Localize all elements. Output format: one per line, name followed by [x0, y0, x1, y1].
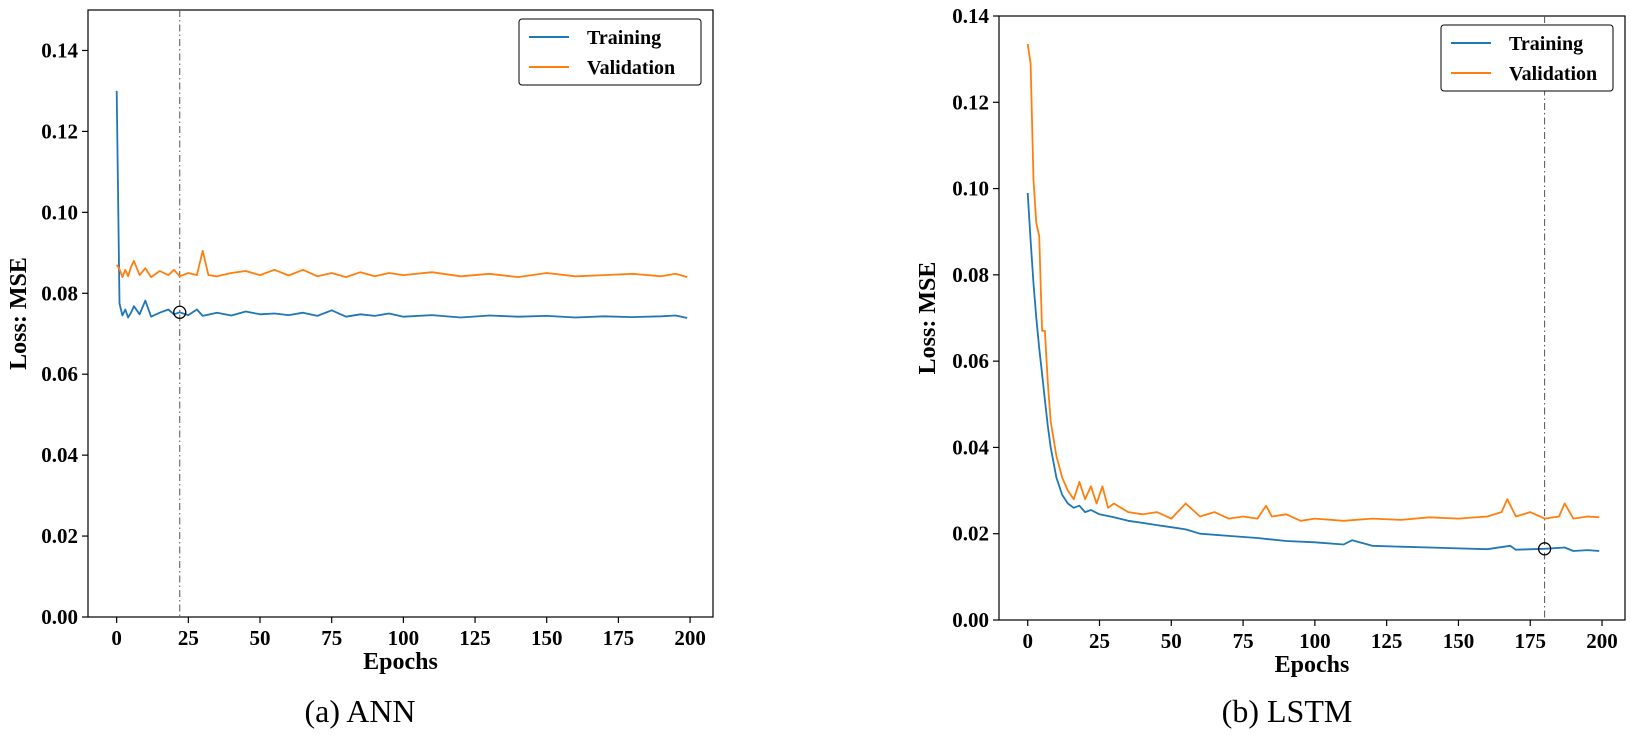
legend-label-training: Training — [1509, 33, 1583, 55]
legend-label-validation: Validation — [587, 57, 675, 79]
x-tick-label: 75 — [321, 626, 342, 650]
x-tick-label: 175 — [603, 626, 635, 650]
series-line-training — [115, 90, 688, 319]
y-tick-label: 0.10 — [952, 177, 989, 201]
legend: Training Validation — [518, 18, 702, 86]
y-tick-label: 0.04 — [952, 435, 989, 459]
y-tick-label: 0.14 — [952, 4, 989, 28]
legend: Training Validation — [1440, 24, 1614, 92]
y-tick-label: 0.12 — [952, 90, 989, 114]
y-tick-label: 0.02 — [952, 522, 989, 546]
chart-ann: 0 25 50 75 100 125 150 175 200 0.00 0.02 0.04 0.06 0.… — [6, 9, 714, 729]
x-axis-label: Epochs — [363, 649, 438, 675]
y-tick-label: 0.08 — [952, 263, 989, 287]
x-axis-label: Epochs — [1275, 652, 1350, 678]
y-axis-label: Loss: MSE — [915, 262, 941, 375]
x-tick-label: 25 — [1089, 629, 1110, 653]
legend-box — [518, 18, 702, 86]
x-tick-label: 0 — [1022, 629, 1033, 653]
y-tick-label: 0.00 — [952, 608, 989, 632]
y-tick-label: 0.00 — [41, 605, 78, 629]
x-tick-label: 100 — [1299, 629, 1331, 653]
best-epoch-marker — [1537, 542, 1552, 556]
x-tick-label: 175 — [1514, 629, 1546, 653]
series-line-validation — [1026, 43, 1600, 522]
y-axis-label: Loss: MSE — [6, 257, 32, 370]
x-tick-label: 125 — [459, 626, 491, 650]
chart-caption: (a) ANN — [304, 693, 415, 729]
x-tick-label: 75 — [1233, 629, 1254, 653]
best-epoch-marker — [173, 305, 187, 319]
legend-label-training: Training — [587, 27, 661, 49]
plot-frame — [87, 9, 714, 618]
y-tick-label: 0.10 — [41, 200, 78, 224]
legend-label-validation: Validation — [1509, 63, 1597, 85]
y-tick-label: 0.06 — [41, 362, 78, 386]
x-tick-label: 25 — [178, 626, 199, 650]
x-tick-label: 0 — [111, 626, 122, 650]
legend-box — [1440, 24, 1614, 92]
series-line-training — [1026, 192, 1600, 552]
x-tick-label: 50 — [250, 626, 271, 650]
series-line-validation — [115, 249, 688, 279]
x-tick-label: 125 — [1371, 629, 1403, 653]
x-tick-label: 50 — [1161, 629, 1182, 653]
y-tick-label: 0.08 — [41, 281, 78, 305]
x-tick-label: 150 — [531, 626, 563, 650]
y-tick-label: 0.04 — [41, 443, 78, 467]
plot-frame — [998, 15, 1626, 621]
y-tick-label: 0.06 — [952, 349, 989, 373]
y-tick-label: 0.14 — [41, 38, 78, 62]
x-tick-label: 100 — [388, 626, 420, 650]
chart-caption: (b) LSTM — [1222, 693, 1353, 729]
x-tick-label: 150 — [1443, 629, 1475, 653]
x-tick-label: 200 — [1586, 629, 1618, 653]
y-tick-label: 0.12 — [41, 119, 78, 143]
x-tick-label: 200 — [674, 626, 706, 650]
chart-lstm: 0 25 50 75 100 125 150 175 200 0.00 0.02 0.04 0.06 0.… — [915, 4, 1626, 729]
y-tick-label: 0.02 — [41, 524, 78, 548]
